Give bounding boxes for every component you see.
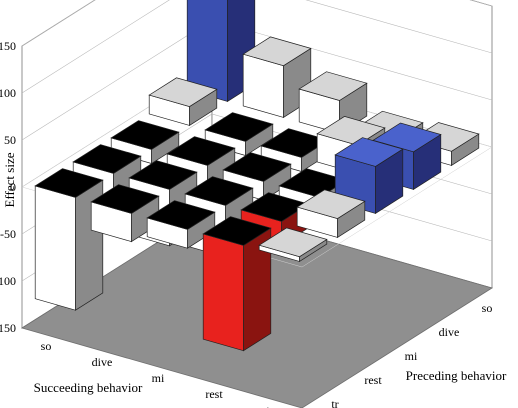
- bar-top-face: [166, 136, 236, 166]
- z-gridline: [21, 0, 493, 47]
- y-axis-title: Preceding behavior: [406, 368, 507, 383]
- z-tick-label: -50: [0, 227, 16, 241]
- succeeding-tick-label: dive: [92, 355, 113, 369]
- succeeding-tick-label: mi: [152, 371, 165, 385]
- bar-top-face: [202, 216, 272, 246]
- z-tick-label: 150: [0, 39, 16, 53]
- z-tick-label: 50: [4, 133, 16, 147]
- bar-top-face: [72, 144, 142, 174]
- succeeding-tick-label: tr: [266, 403, 273, 408]
- succeeding-tick-label: rest: [205, 387, 223, 401]
- bar-top-face: [148, 77, 218, 107]
- bar-top-face: [296, 189, 366, 219]
- bar-top-face: [222, 152, 292, 182]
- bar-top-face: [34, 168, 104, 198]
- preceding-tick-label: mi: [405, 349, 418, 363]
- z-tick-label: -100: [0, 274, 16, 288]
- preceding-tick-label: rest: [364, 373, 382, 387]
- bar-top-face: [128, 160, 198, 190]
- x-axis-title: Succeeding behavior: [34, 380, 143, 395]
- bar-top-face: [334, 137, 404, 167]
- bar-top-face: [184, 176, 254, 206]
- z-axis-title: Effect size: [2, 152, 17, 207]
- preceding-tick-label: dive: [439, 325, 460, 339]
- preceding-tick-label: tr: [331, 397, 338, 408]
- bar-top-face: [204, 112, 274, 142]
- bar-top-face: [316, 116, 386, 146]
- z-gridline: [21, 0, 493, 94]
- bar-top-face: [110, 120, 180, 150]
- z-tick-label: -150: [0, 321, 16, 335]
- z-tick-label: 0: [10, 180, 16, 194]
- z-tick-label: 100: [0, 86, 16, 100]
- bar-front-face: [202, 233, 244, 352]
- bar-front-face: [34, 185, 76, 311]
- bar-top-face: [298, 71, 368, 101]
- bar-top-face: [242, 36, 312, 67]
- bar-top-face: [90, 184, 160, 214]
- succeeding-tick-label: so: [41, 339, 52, 353]
- preceding-tick-label: so: [482, 301, 493, 315]
- bar-top-face: [258, 227, 328, 258]
- bar-top-face: [146, 200, 216, 230]
